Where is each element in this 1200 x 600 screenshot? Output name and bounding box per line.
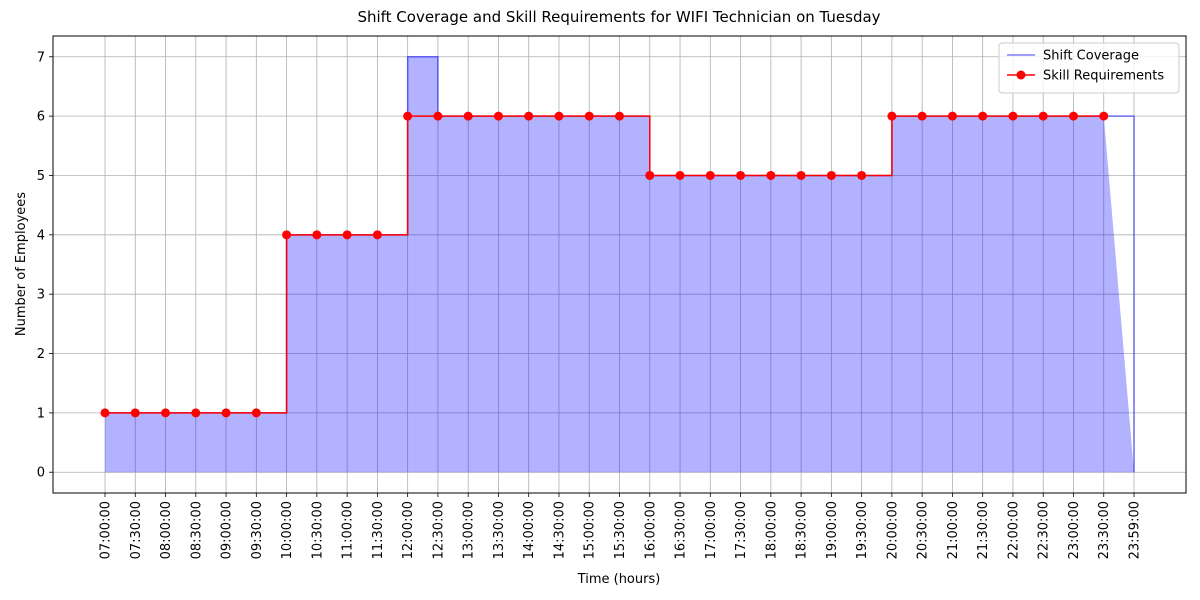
marker xyxy=(372,230,382,240)
x-tick-label: 11:00:00 xyxy=(341,501,356,559)
marker xyxy=(947,111,957,121)
x-tick-label: 13:30:00 xyxy=(492,501,507,559)
x-tick-label: 22:30:00 xyxy=(1037,501,1052,559)
marker xyxy=(917,111,927,121)
marker xyxy=(615,111,625,121)
x-tick-label: 07:00:00 xyxy=(99,501,114,559)
marker xyxy=(857,170,867,180)
x-tick-label: 23:00:00 xyxy=(1067,501,1082,559)
y-tick-label: 7 xyxy=(37,50,45,65)
x-tick-label: 18:30:00 xyxy=(795,501,810,559)
marker xyxy=(554,111,564,121)
marker xyxy=(645,170,655,180)
marker xyxy=(1008,111,1018,121)
marker xyxy=(433,111,443,121)
marker xyxy=(191,408,201,418)
x-tick-label: 18:00:00 xyxy=(764,501,779,559)
x-tick-label: 17:00:00 xyxy=(704,501,719,559)
x-tick-label: 20:00:00 xyxy=(885,501,900,559)
step-line xyxy=(105,115,1104,414)
y-tick-label: 1 xyxy=(37,406,45,421)
y-tick-label: 6 xyxy=(37,110,45,125)
legend-box xyxy=(998,42,1180,94)
legend: Shift Coverage Skill Requirements xyxy=(998,42,1180,94)
marker xyxy=(312,230,322,240)
x-tick-label: 17:30:00 xyxy=(734,501,749,559)
legend-label: Skill Requirements xyxy=(1043,69,1164,84)
marker xyxy=(887,111,897,121)
marker xyxy=(524,111,534,121)
marker xyxy=(251,408,261,418)
x-tick-label: 19:00:00 xyxy=(825,501,840,559)
x-tick-label: 07:30:00 xyxy=(129,501,144,559)
y-axis-label: Number of Employees xyxy=(14,192,29,336)
marker xyxy=(766,170,776,180)
marker xyxy=(282,230,292,240)
marker xyxy=(221,408,231,418)
x-tick-label: 23:30:00 xyxy=(1097,501,1112,559)
x-tick-label: 14:30:00 xyxy=(552,501,567,559)
legend-label: Shift Coverage xyxy=(1043,49,1139,64)
x-tick-label: 10:30:00 xyxy=(310,501,325,559)
x-tick-label: 08:00:00 xyxy=(159,501,174,559)
marker xyxy=(796,170,806,180)
x-tick-label: 22:00:00 xyxy=(1006,501,1021,559)
x-tick-label: 12:30:00 xyxy=(431,501,446,559)
x-tick-label: 16:30:00 xyxy=(674,501,689,559)
marker xyxy=(342,230,352,240)
marker xyxy=(1068,111,1078,121)
plot-frame xyxy=(52,35,1187,494)
x-tick-label: 12:00:00 xyxy=(401,501,416,559)
x-tick-label: 14:00:00 xyxy=(522,501,537,559)
legend-marker xyxy=(1016,70,1026,80)
x-tick-label: 19:30:00 xyxy=(855,501,870,559)
x-tick-label: 21:30:00 xyxy=(976,501,991,559)
x-tick-label: 15:00:00 xyxy=(583,501,598,559)
marker xyxy=(161,408,171,418)
chart-title: Shift Coverage and Skill Requirements fo… xyxy=(357,8,880,26)
x-tick-label: 16:00:00 xyxy=(643,501,658,559)
x-tick-label: 09:30:00 xyxy=(250,501,265,559)
x-axis-label: Time (hours) xyxy=(577,572,661,587)
marker xyxy=(463,111,473,121)
x-tick-label: 15:30:00 xyxy=(613,501,628,559)
x-tick-label: 10:00:00 xyxy=(280,501,295,559)
marker xyxy=(978,111,988,121)
y-tick-label: 0 xyxy=(37,466,45,481)
marker xyxy=(493,111,503,121)
marker xyxy=(705,170,715,180)
marker xyxy=(1099,111,1109,121)
x-tick-label: 11:30:00 xyxy=(371,501,386,559)
y-tick-label: 4 xyxy=(37,228,45,243)
y-tick-label: 2 xyxy=(37,347,45,362)
marker xyxy=(584,111,594,121)
marker xyxy=(826,170,836,180)
x-tick-label: 08:30:00 xyxy=(189,501,204,559)
marker xyxy=(1038,111,1048,121)
marker xyxy=(130,408,140,418)
x-tick-label: 20:30:00 xyxy=(916,501,931,559)
y-tick-label: 5 xyxy=(37,169,45,184)
y-tick-label: 3 xyxy=(37,288,45,303)
x-tick-label: 13:00:00 xyxy=(462,501,477,559)
x-tick-label: 09:00:00 xyxy=(220,501,235,559)
marker xyxy=(675,170,685,180)
coverage-area xyxy=(105,56,1135,473)
marker xyxy=(100,408,110,418)
x-tick-label: 21:00:00 xyxy=(946,501,961,559)
marker xyxy=(403,111,413,121)
x-tick-label: 23:59:00 xyxy=(1128,501,1143,559)
marker xyxy=(736,170,746,180)
